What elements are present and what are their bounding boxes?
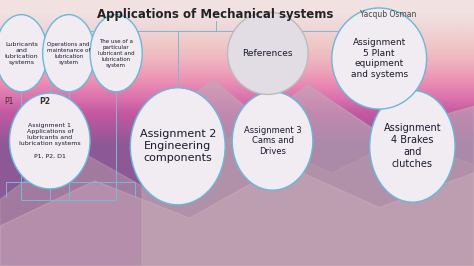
Text: Assignment
5 Plant
equipment
and systems: Assignment 5 Plant equipment and systems [351, 38, 408, 79]
Polygon shape [142, 80, 474, 266]
Ellipse shape [332, 8, 427, 109]
Ellipse shape [370, 90, 455, 202]
Ellipse shape [130, 88, 225, 205]
Text: Assignment 2
Engineering
components: Assignment 2 Engineering components [139, 129, 216, 163]
Text: P2: P2 [39, 97, 51, 106]
Ellipse shape [228, 12, 308, 94]
Ellipse shape [0, 15, 47, 92]
Text: Assignment 3
Cams and
Drives: Assignment 3 Cams and Drives [244, 126, 301, 156]
Ellipse shape [9, 93, 90, 189]
Polygon shape [0, 133, 474, 266]
Text: References: References [243, 49, 293, 58]
Text: Applications of Mechanical systems: Applications of Mechanical systems [98, 8, 334, 21]
Polygon shape [0, 165, 474, 266]
Ellipse shape [90, 15, 142, 92]
Text: Assignment
4 Brakes
and
clutches: Assignment 4 Brakes and clutches [383, 123, 441, 169]
Text: Operations and
maintenance of
lubrication
system: Operations and maintenance of lubricatio… [47, 42, 91, 65]
Text: Assignment 1
Applications of
lubricants and
lubrication systems

P1, P2, D1: Assignment 1 Applications of lubricants … [19, 123, 81, 159]
Text: Yacqub Osman: Yacqub Osman [360, 10, 417, 19]
Ellipse shape [232, 92, 313, 190]
Text: P1: P1 [4, 97, 13, 106]
Text: Lubricants
and
lubrication
systems: Lubricants and lubrication systems [5, 42, 38, 65]
Ellipse shape [43, 15, 95, 92]
Text: The use of a
particular
lubricant and
lubrication
system: The use of a particular lubricant and lu… [98, 39, 135, 68]
